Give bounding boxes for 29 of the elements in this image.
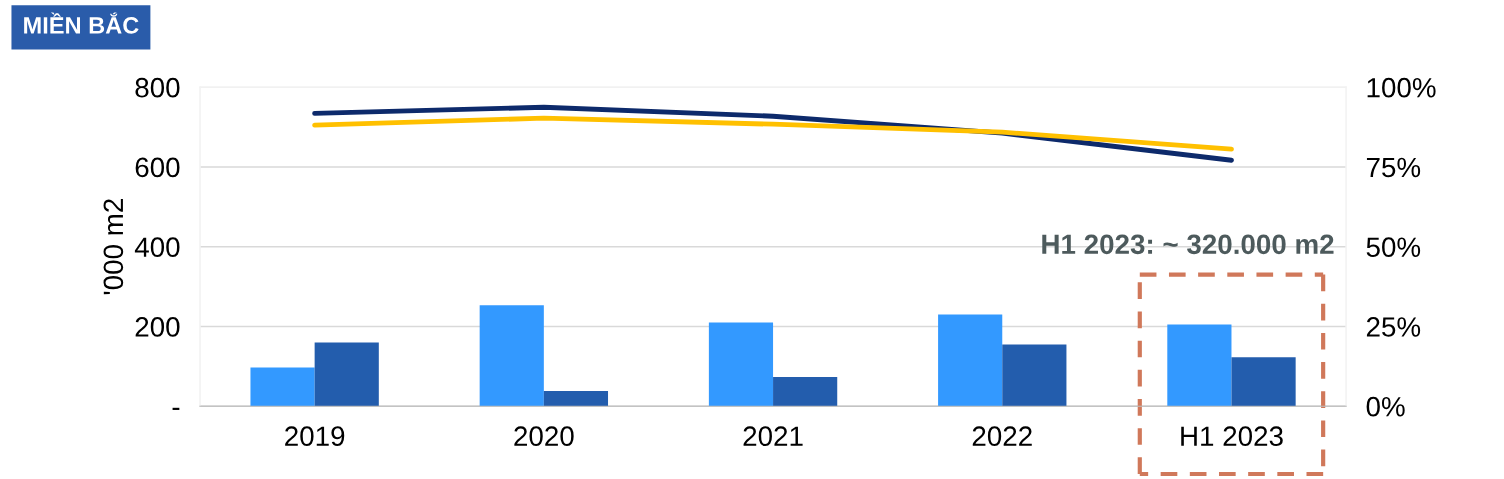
x-tick-label: 2020 [514,426,574,447]
bar [543,391,609,407]
y2-tick-label: 75% [1366,157,1421,178]
bar [479,305,544,407]
annotation: H1 2023: ~ 320.000 m2 [1042,234,1334,255]
y2-tick-label: 25% [1366,317,1421,337]
bar [938,314,1003,407]
x-tick-label: H1 2023 [1181,426,1283,447]
chart-title: MIỀN BẮC [24,12,139,34]
x-tick-label: 2021 [743,426,803,447]
y2-tick-label: 50% [1366,237,1421,258]
bar [314,342,379,407]
bar [708,322,774,407]
bar [1002,344,1067,407]
line-series [312,115,1234,152]
y-axis-title: '000 m2 [103,199,124,295]
y-tick-label: - [172,407,180,410]
y2-tick-label: 0% [1366,396,1405,417]
bar [250,367,315,407]
x-tick-label: 2019 [285,426,345,447]
bar [773,377,838,407]
y-tick-label: 200 [135,317,180,337]
y-tick-label: 600 [135,157,180,178]
x-tick-label: 2022 [972,426,1032,447]
bar [1231,357,1296,407]
y-tick-label: 800 [135,77,180,98]
bar [1167,324,1232,407]
y2-tick-label: 100% [1367,77,1436,98]
y-tick-label: 400 [134,237,180,258]
